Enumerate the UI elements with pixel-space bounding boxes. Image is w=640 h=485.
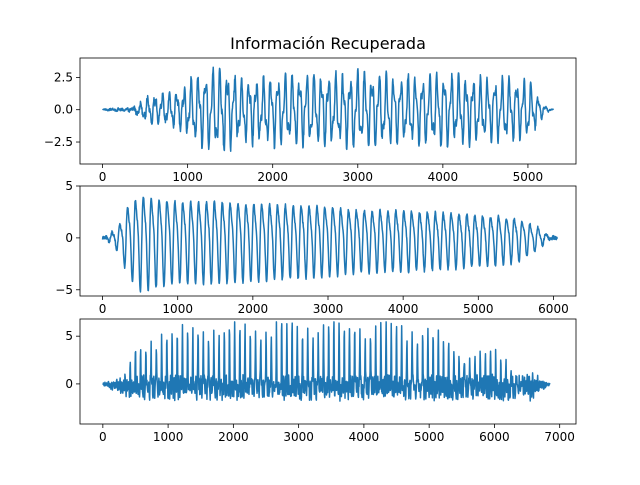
- y-tick-label: 0: [65, 377, 73, 391]
- x-tick-label: 3000: [283, 430, 314, 444]
- subplot-2: 0 1000 2000 3000 4000 5000 6000 −5 0 5: [55, 179, 577, 316]
- axes-frame: [79, 318, 577, 425]
- y-tick-label: −2.5: [44, 135, 73, 149]
- x-tick-label: 6000: [538, 302, 569, 316]
- y-tick-label: −5: [55, 283, 73, 297]
- x-tick-label: 5000: [463, 302, 494, 316]
- x-tick-label: 5000: [513, 170, 544, 184]
- series-line: [102, 66, 555, 152]
- x-tick-label: 2000: [218, 430, 249, 444]
- x-tick-label: 5000: [414, 430, 445, 444]
- y-tick-label: 2.5: [54, 70, 73, 84]
- y-tick-label: 0.0: [54, 103, 73, 117]
- y-tick-label: 0: [65, 231, 73, 245]
- x-tick-label: 6000: [479, 430, 510, 444]
- x-tick-label: 4000: [388, 302, 419, 316]
- x-tick-label: 2000: [238, 302, 269, 316]
- subplot-3: 0 1000 2000 3000 4000 5000 6000 7000 0 5: [65, 318, 577, 444]
- axes-frame: [79, 57, 577, 165]
- x-tick-label: 1000: [162, 302, 193, 316]
- x-tick-label: 4000: [349, 430, 380, 444]
- x-tick-label: 7000: [544, 430, 575, 444]
- y-tick-label: 5: [65, 329, 73, 343]
- chart-title: Información Recuperada: [230, 34, 426, 53]
- y-tick-label: 5: [65, 179, 73, 193]
- x-tick-label: 2000: [257, 170, 288, 184]
- subplot-1: Información Recuperada 0 1000 2000 3000 4000 5…: [44, 34, 577, 184]
- x-tick-label: 3000: [343, 170, 374, 184]
- series-line: [101, 196, 558, 293]
- x-tick-label: 4000: [428, 170, 459, 184]
- series-line: [102, 321, 551, 402]
- x-tick-label: 0: [99, 170, 107, 184]
- x-tick-label: 3000: [313, 302, 344, 316]
- x-tick-label: 1000: [153, 430, 184, 444]
- x-tick-label: 0: [99, 430, 107, 444]
- x-tick-label: 0: [99, 302, 107, 316]
- x-tick-label: 1000: [172, 170, 203, 184]
